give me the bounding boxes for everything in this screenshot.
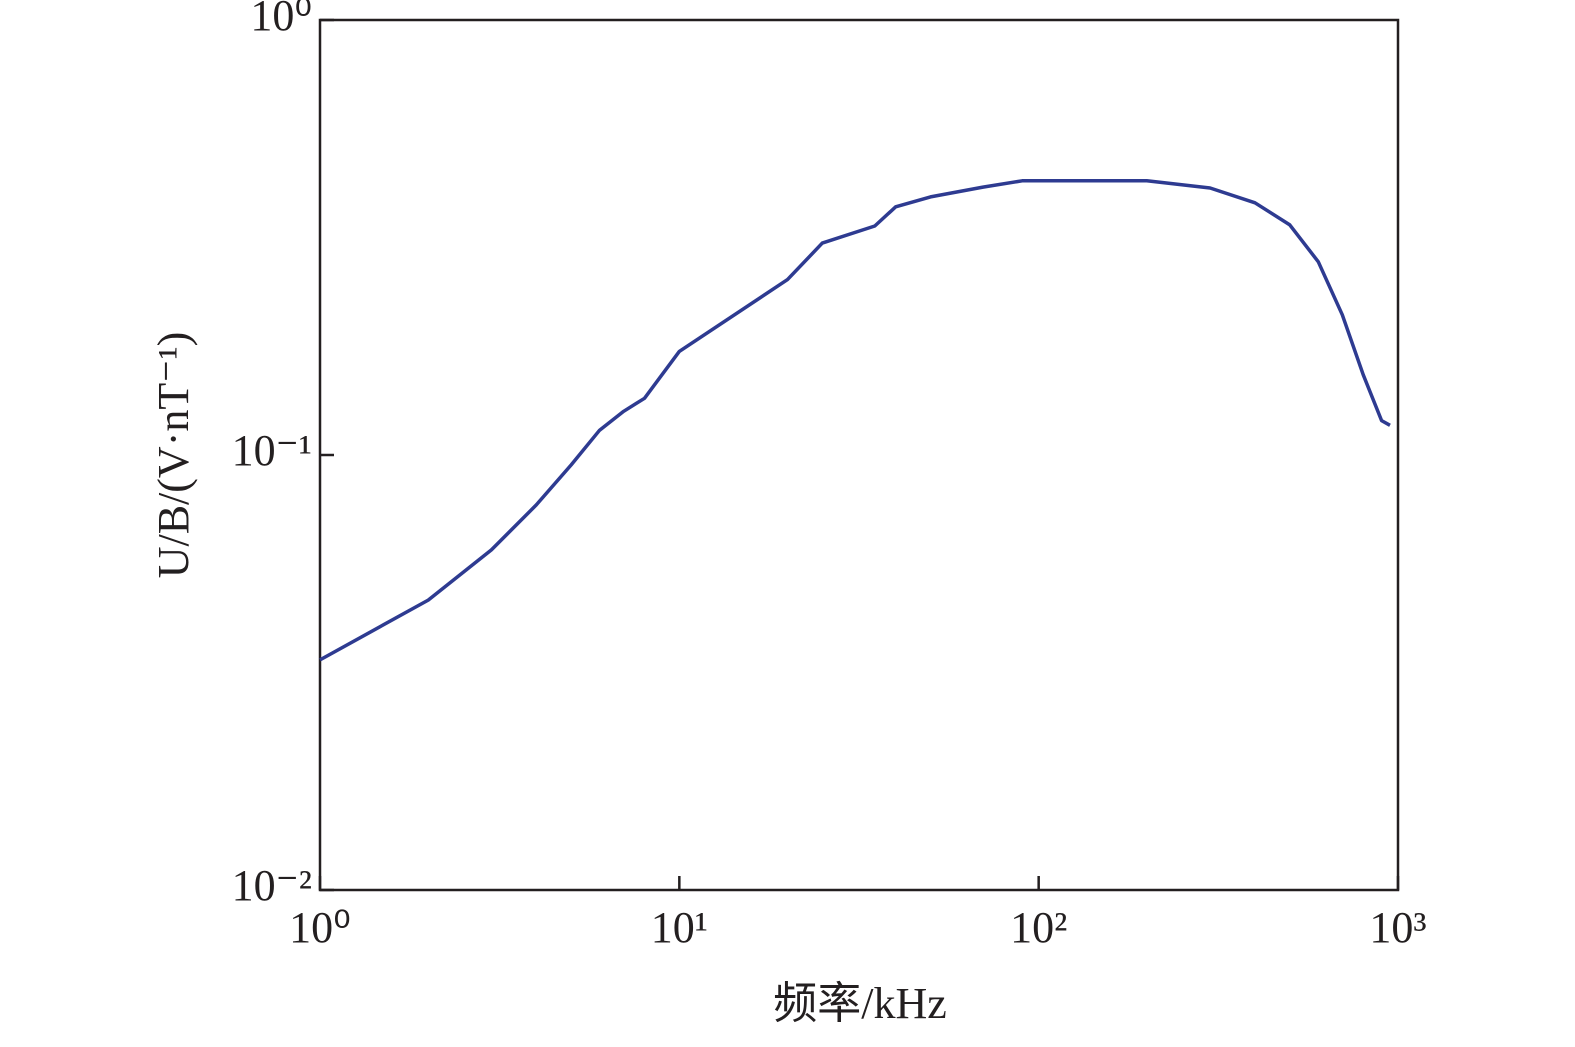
plot-frame (318, 18, 1400, 892)
x-tick-label: 10³ (1369, 903, 1426, 952)
y-tick-label: 10⁰ (250, 0, 312, 40)
y-tick-label: 10⁻¹ (232, 426, 312, 475)
x-tick-label: 10¹ (651, 903, 708, 952)
data-line (319, 179, 1391, 662)
y-tick-label: 10⁻² (232, 861, 312, 910)
x-tick-label: 10⁰ (289, 903, 351, 952)
x-axis-label: 频率/kHz (773, 979, 947, 1028)
x-tick-label: 10² (1010, 903, 1067, 952)
y-axis-label: U/B/(V·nT⁻¹) (149, 332, 198, 579)
